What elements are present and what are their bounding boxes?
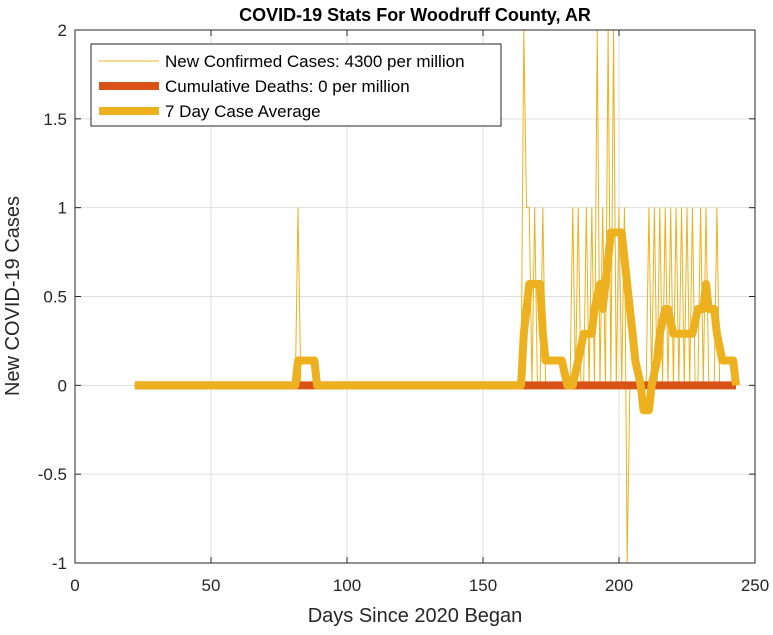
- legend-label-average: 7 Day Case Average: [165, 102, 321, 121]
- x-tick-label: 50: [202, 576, 221, 595]
- y-tick-label: 2: [58, 21, 67, 40]
- y-tick-label: 1: [58, 199, 67, 218]
- x-tick-label: 0: [70, 576, 79, 595]
- series-layer: [134, 30, 740, 563]
- y-tick-label: -0.5: [38, 465, 67, 484]
- y-tick-label: -1: [52, 554, 67, 573]
- legend-box: [90, 43, 502, 127]
- y-tick-label: 0: [58, 376, 67, 395]
- legend-label-deaths: Cumulative Deaths: 0 per million: [165, 77, 410, 96]
- legend-label-new-cases: New Confirmed Cases: 4300 per million: [165, 52, 465, 71]
- x-tick-label: 150: [469, 576, 497, 595]
- series-7-day-average: [134, 228, 740, 415]
- legend: New Confirmed Cases: 4300 per million Cu…: [90, 43, 502, 127]
- y-tick-label: 0.5: [43, 288, 67, 307]
- x-tick-label: 250: [741, 576, 769, 595]
- chart-title: COVID-19 Stats For Woodruff County, AR: [239, 5, 591, 25]
- x-axis-label: Days Since 2020 Began: [308, 605, 523, 627]
- x-tick-label: 200: [605, 576, 633, 595]
- y-axis-label: New COVID-19 Cases: [2, 196, 24, 396]
- x-tick-label: 100: [333, 576, 361, 595]
- y-tick-label: 1.5: [43, 110, 67, 129]
- ticks: 0 50 100 150 200 250 -1 -0.5 0 0.5 1 1.5 2: [38, 21, 769, 595]
